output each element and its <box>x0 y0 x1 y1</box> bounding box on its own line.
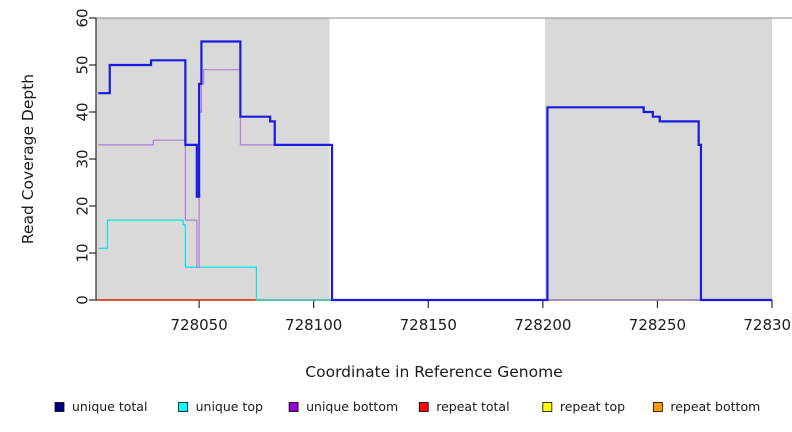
legend-swatch-repeat-top <box>542 402 553 412</box>
shaded-region-0 <box>96 18 330 300</box>
legend-label-repeat-bottom: repeat bottom <box>670 399 760 414</box>
legend-label-unique-top: unique top <box>196 399 263 414</box>
x-tick-label-728100: 728100 <box>285 316 342 334</box>
y-tick-label-30: 30 <box>74 149 92 168</box>
chart-legend: unique total unique top unique bottom repea… <box>54 399 760 414</box>
y-tick-label-0: 0 <box>74 295 92 305</box>
legend-item-repeat-total[interactable]: repeat total <box>418 399 510 414</box>
x-tick-label-728200: 728200 <box>514 316 571 334</box>
series-unique-top <box>98 219 772 301</box>
legend-swatch-unique-total <box>54 402 65 412</box>
legend-item-repeat-bottom[interactable]: repeat bottom <box>652 399 760 414</box>
legend-swatch-repeat-total <box>418 402 429 412</box>
legend-label-repeat-total: repeat total <box>436 399 509 414</box>
x-tick-label-728050: 728050 <box>170 316 227 334</box>
legend-swatch-repeat-bottom <box>652 402 663 412</box>
y-tick-label-20: 20 <box>74 196 92 215</box>
y-tick-label-50: 50 <box>74 55 92 74</box>
y-tick-label-60: 60 <box>74 8 92 27</box>
series-unique-total <box>98 40 772 302</box>
shaded-region-1 <box>545 18 772 300</box>
legend-item-unique-bottom[interactable]: unique bottom <box>288 399 398 414</box>
y-axis-title: Read Coverage Depth <box>19 74 37 244</box>
legend-item-unique-top[interactable]: unique top <box>178 399 263 414</box>
y-tick-label-10: 10 <box>74 243 92 262</box>
legend-item-repeat-top[interactable]: repeat top <box>542 399 625 414</box>
y-tick-label-40: 40 <box>74 102 92 121</box>
legend-swatch-unique-bottom <box>288 402 299 412</box>
x-axis-title: Coordinate in Reference Genome <box>305 363 562 381</box>
legend-label-unique-bottom: unique bottom <box>306 399 398 414</box>
x-tick-label-728150: 728150 <box>400 316 457 334</box>
legend-swatch-unique-top <box>178 402 189 412</box>
legend-item-unique-total[interactable]: unique total <box>54 399 147 414</box>
x-tick-label-728300: 728300 <box>743 316 792 334</box>
legend-label-unique-total: unique total <box>72 399 147 414</box>
x-tick-label-728250: 728250 <box>629 316 686 334</box>
legend-label-repeat-top: repeat top <box>560 399 625 414</box>
